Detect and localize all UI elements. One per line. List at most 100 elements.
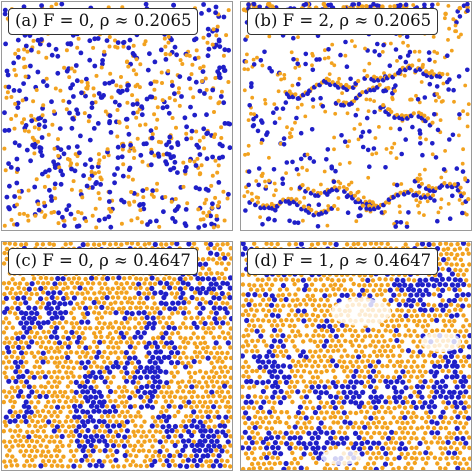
particle-orange (157, 320, 163, 325)
particle-orange (80, 331, 85, 336)
particle-orange (107, 419, 113, 424)
particle-orange (71, 276, 77, 281)
particle-blue (57, 301, 63, 307)
particle-orange (13, 51, 18, 56)
particle-orange (31, 38, 36, 43)
particle-blue (41, 320, 47, 326)
particle-blue (218, 94, 224, 99)
particle-orange (439, 197, 444, 202)
particle-blue (163, 418, 170, 424)
particle-blue (39, 3, 44, 8)
particle-orange (301, 389, 307, 394)
particle-blue (287, 445, 293, 451)
particle-blue (7, 183, 12, 189)
particle-orange (55, 463, 60, 468)
particle-blue (463, 440, 469, 446)
particle-blue (129, 311, 135, 317)
particle-blue (432, 198, 437, 203)
particle-orange (113, 38, 117, 43)
particle-orange (409, 354, 414, 359)
particle-blue (434, 379, 440, 386)
particle-orange (361, 292, 367, 297)
particle-orange (121, 394, 127, 399)
particle-blue (463, 378, 469, 384)
particle-blue (90, 418, 96, 424)
particle-orange (167, 96, 172, 100)
particle-blue (26, 286, 32, 292)
particle-orange (417, 210, 422, 215)
particle-blue (16, 374, 22, 380)
particle-orange (197, 350, 202, 355)
particle-orange (359, 420, 365, 425)
particle-blue (441, 257, 447, 263)
particle-orange (209, 310, 214, 315)
particle-blue (333, 394, 339, 400)
particle-orange (36, 400, 41, 405)
particle-blue (146, 321, 152, 327)
particle-orange (319, 410, 324, 415)
particle-orange (114, 419, 119, 424)
particle-orange (328, 404, 333, 410)
particle-blue (164, 151, 170, 157)
particle-orange (293, 292, 298, 297)
particle-blue (136, 281, 142, 287)
particle-orange (151, 194, 156, 199)
particle-orange (204, 459, 209, 464)
particle-orange (13, 429, 18, 434)
particle-blue (251, 62, 257, 67)
particle-orange (132, 404, 138, 409)
particle-blue (186, 399, 192, 405)
particle-blue (442, 282, 449, 288)
particle-blue (93, 424, 99, 430)
particle-blue (281, 395, 287, 401)
particle-blue (16, 54, 21, 60)
particle-blue (68, 211, 74, 217)
particle-orange (144, 354, 149, 359)
particle-blue (373, 394, 379, 400)
particle-orange (315, 242, 321, 246)
particle-orange (72, 395, 77, 400)
particle-orange (379, 455, 384, 460)
particle-blue (356, 354, 362, 360)
particle-orange (4, 365, 9, 370)
particle-orange (183, 325, 189, 330)
particle-orange (3, 375, 9, 380)
particle-orange (197, 380, 202, 385)
particle-blue (454, 312, 460, 318)
particle-orange (419, 181, 424, 186)
particle-orange (163, 399, 169, 404)
particle-orange (380, 435, 385, 440)
particle-orange (85, 81, 90, 85)
particle-orange (46, 409, 51, 415)
particle-blue (303, 354, 309, 360)
particle-orange (452, 440, 457, 446)
particle-blue (292, 424, 298, 430)
particle-orange (150, 295, 156, 300)
particle-orange (405, 221, 409, 226)
particle-orange (450, 455, 455, 460)
particle-orange (96, 161, 101, 166)
particle-orange (296, 278, 301, 283)
particle-orange (56, 221, 61, 226)
particle-blue (93, 181, 99, 187)
particle-blue (102, 409, 108, 415)
particle-orange (208, 399, 213, 404)
particle-blue (406, 286, 412, 293)
particle-blue (245, 292, 251, 298)
particle-orange (65, 285, 70, 290)
particle-orange (304, 466, 310, 470)
particle-blue (96, 438, 102, 444)
particle-orange (438, 313, 443, 318)
particle-orange (261, 409, 266, 415)
particle-orange (456, 35, 461, 39)
particle-blue (116, 423, 122, 429)
particle-orange (443, 425, 449, 431)
particle-orange (410, 63, 415, 68)
particle-orange (355, 107, 360, 112)
particle-orange (411, 3, 416, 7)
particle-orange (439, 175, 444, 180)
particle-orange (169, 370, 174, 375)
particle-blue (466, 344, 471, 350)
particle-orange (309, 415, 315, 420)
particle-orange (464, 278, 469, 283)
